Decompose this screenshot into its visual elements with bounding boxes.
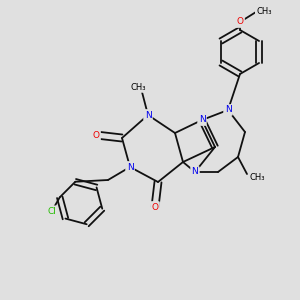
Text: O: O: [152, 202, 158, 211]
Text: N: N: [145, 110, 152, 119]
Text: CH₃: CH₃: [256, 8, 272, 16]
Text: N: N: [192, 167, 198, 176]
Text: Cl: Cl: [47, 207, 56, 216]
Text: O: O: [236, 17, 244, 26]
Text: CH₃: CH₃: [130, 82, 146, 91]
Text: N: N: [225, 106, 231, 115]
Text: N: N: [199, 116, 206, 124]
Text: N: N: [127, 163, 134, 172]
Text: CH₃: CH₃: [249, 173, 265, 182]
Text: O: O: [92, 130, 100, 140]
